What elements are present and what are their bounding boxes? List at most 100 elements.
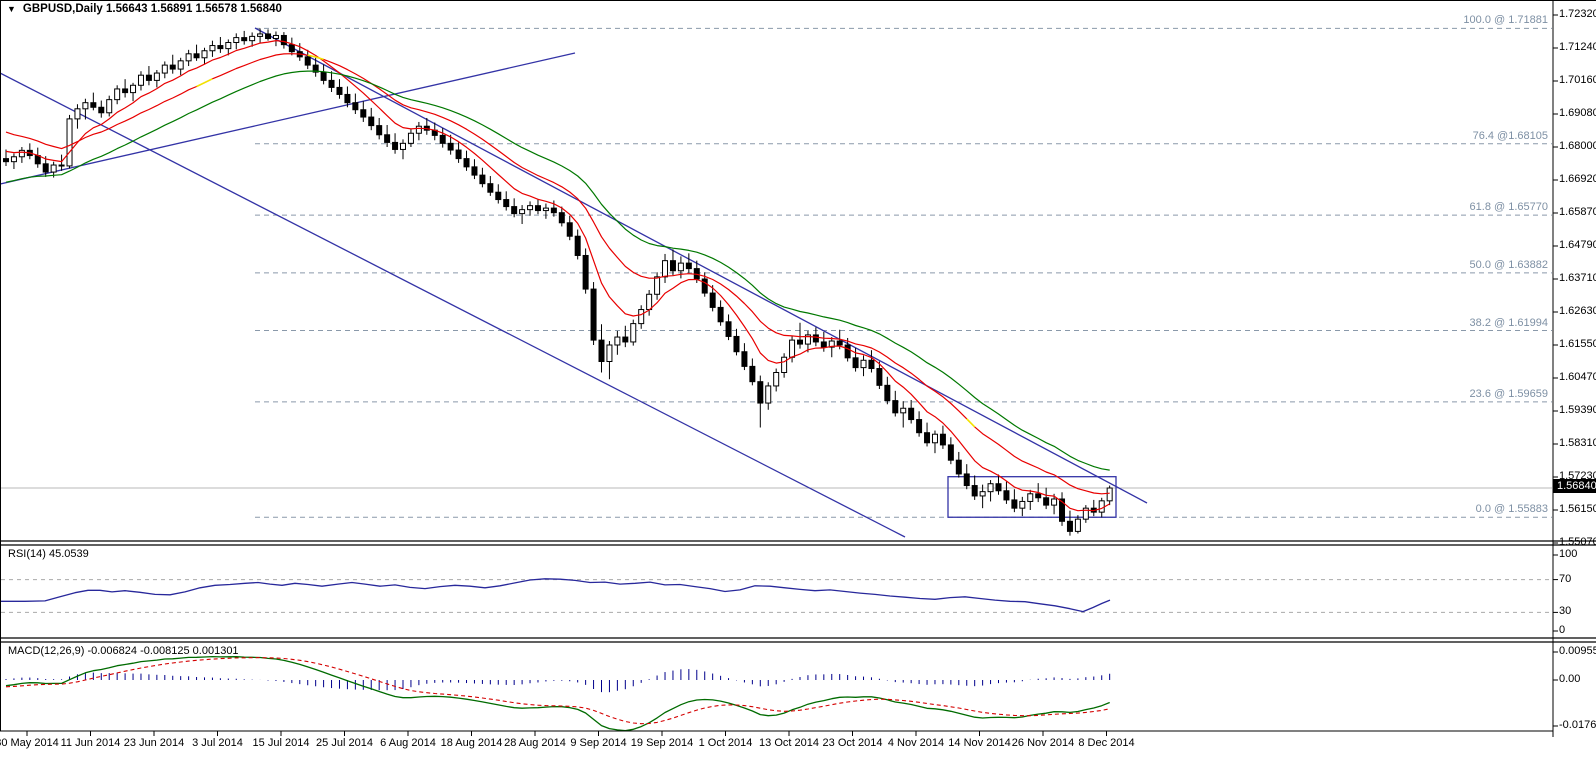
price-axis-label[interactable]: 1.66920 [1559, 173, 1596, 185]
candle-down [1035, 493, 1042, 499]
macd-axis-label[interactable]: 0.00 [1559, 673, 1581, 685]
candle-up [257, 33, 264, 37]
fib-level-label: 0.0 @ 1.55883 [1475, 503, 1548, 516]
price-axis-label[interactable]: 1.62630 [1559, 305, 1596, 317]
macd-axis-label[interactable]: -0.01769 [1559, 719, 1596, 731]
candle-up [66, 118, 73, 167]
candle-up [1019, 500, 1026, 509]
candle-up [1082, 507, 1089, 520]
time-axis-label[interactable]: 18 Aug 2014 [440, 737, 503, 749]
fib-level-label: 38.2 @ 1.61994 [1469, 316, 1548, 329]
macd-panel-area[interactable] [5, 655, 1111, 732]
candle-up [249, 35, 256, 42]
symbol-ohlc-text: GBPUSD,Daily 1.56643 1.56891 1.56578 1.5… [22, 3, 282, 15]
time-axis-label[interactable]: 25 Jul 2014 [316, 737, 373, 749]
time-axis-label[interactable]: 1 Oct 2014 [698, 737, 753, 749]
candle-up [10, 156, 17, 163]
candle-down [58, 164, 65, 167]
candle-down [757, 381, 764, 404]
price-axis-label[interactable]: 1.56150 [1559, 503, 1596, 515]
symbol-dropdown-icon[interactable]: ▼ [7, 4, 16, 14]
price-axis-label[interactable]: 1.70160 [1559, 74, 1596, 86]
main-chart-area[interactable] [0, 27, 1552, 538]
candle-up [407, 132, 414, 144]
price-axis-label[interactable]: 1.61550 [1559, 338, 1596, 350]
price-axis-label[interactable]: 1.59390 [1559, 404, 1596, 416]
candle-down [98, 106, 105, 114]
price-axis-label[interactable]: 1.63710 [1559, 272, 1596, 284]
time-axis-label[interactable]: 14 Nov 2014 [948, 737, 1011, 749]
candle-down [550, 207, 557, 214]
price-axis-label[interactable]: 1.57230 [1559, 470, 1596, 482]
rsi-panel-area[interactable] [0, 578, 1552, 613]
candle-up [1051, 498, 1058, 506]
fib-level-label: 76.4 @1.68105 [1472, 129, 1548, 142]
time-axis-label[interactable]: 15 Jul 2014 [252, 737, 310, 749]
price-axis-label[interactable]: 1.58310 [1559, 437, 1596, 449]
candle-up [804, 334, 811, 345]
price-axis-label[interactable]: 1.68000 [1559, 140, 1596, 152]
candle-up [177, 60, 184, 70]
macd-axis-label[interactable]: 0.00955 [1559, 644, 1596, 657]
time-axis-label[interactable]: 30 May 2014 [0, 737, 59, 749]
ma-yellow-segment [307, 54, 324, 61]
time-axis-label[interactable]: 23 Oct 2014 [822, 737, 883, 749]
rsi-indicator-label: RSI(14) 45.0539 [8, 548, 89, 560]
candle-down [312, 64, 319, 73]
chart-title: ▼ GBPUSD,Daily 1.56643 1.56891 1.56578 1.… [7, 3, 282, 15]
macd-indicator-label: MACD(12,26,9) -0.006824 -0.008125 0.0013… [8, 645, 239, 657]
time-axis-label[interactable]: 23 Jun 2014 [123, 737, 185, 749]
candle-down [955, 459, 962, 475]
candle-up [233, 37, 240, 44]
candle-down [582, 254, 589, 290]
time-axis-label[interactable]: 6 Aug 2014 [380, 737, 436, 749]
candle-up [1027, 493, 1034, 502]
candle-down [685, 262, 692, 270]
rsi-axis-label[interactable]: 0 [1559, 624, 1566, 636]
price-axis-label[interactable]: 1.65870 [1559, 206, 1596, 218]
time-axis-label[interactable]: 8 Dec 2014 [1078, 737, 1135, 749]
candle-down [145, 74, 152, 81]
candle-down [797, 339, 803, 345]
price-axis-label[interactable]: 1.55070 [1559, 536, 1596, 548]
fib-level-label: 61.8 @ 1.65770 [1469, 201, 1548, 214]
candle-down [733, 335, 740, 353]
candle-down [447, 142, 454, 151]
candle-down [479, 174, 486, 185]
candle-down [1066, 520, 1073, 532]
time-axis-label[interactable]: 28 Aug 2014 [504, 737, 566, 749]
price-axis-label[interactable]: 1.71240 [1559, 41, 1596, 53]
candle-down [34, 155, 41, 165]
rsi-line [1, 578, 1111, 613]
candle-down [534, 205, 541, 212]
candle-down [836, 340, 843, 346]
candle-down [924, 432, 931, 444]
candle-up [646, 293, 653, 311]
time-axis-label[interactable]: 4 Nov 2014 [887, 737, 945, 749]
candle-up [161, 64, 168, 74]
time-axis-label[interactable]: 3 Jul 2014 [192, 737, 243, 749]
time-axis-label[interactable]: 26 Nov 2014 [1011, 737, 1075, 749]
candle-down [812, 334, 819, 343]
candle-down [1043, 497, 1050, 506]
candle-down [558, 212, 565, 224]
price-axis-label[interactable]: 1.60470 [1559, 371, 1596, 383]
time-axis-label[interactable]: 9 Sep 2014 [570, 737, 627, 749]
candle-down [217, 45, 224, 50]
price-axis-label[interactable]: 1.72320 [1559, 8, 1596, 20]
time-axis-label[interactable]: 13 Oct 2014 [759, 737, 819, 749]
consolidation-rectangle[interactable] [947, 476, 1117, 518]
rsi-axis-label[interactable]: 30 [1559, 605, 1572, 618]
time-axis-label[interactable]: 11 Jun 2014 [60, 737, 121, 749]
candle-down [265, 33, 272, 40]
time-axis-label[interactable]: 19 Sep 2014 [630, 737, 694, 749]
candle-down [574, 235, 581, 256]
price-axis-label[interactable]: 1.69080 [1559, 107, 1596, 119]
price-axis-label[interactable]: 1.64790 [1559, 239, 1596, 251]
current-price-tag: 1.56840 [1553, 479, 1596, 493]
rsi-axis-label[interactable]: 100 [1559, 548, 1578, 560]
rsi-axis-label[interactable]: 70 [1559, 572, 1572, 585]
candle-down [376, 125, 383, 136]
candle-up [1074, 518, 1081, 532]
